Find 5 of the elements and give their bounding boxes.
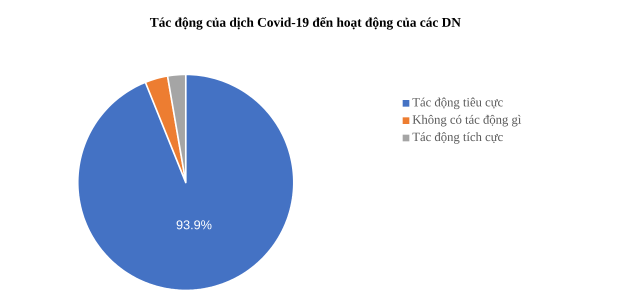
legend-label: Không có tác động gì xyxy=(412,114,522,126)
data-label: 93.9% xyxy=(176,220,212,230)
legend-label: Tác động tích cực xyxy=(412,132,503,144)
chart-title: Tác động của dịch Covid-19 đến hoạt động của các DN xyxy=(150,16,461,30)
legend-label: Tác động tiêu cực xyxy=(412,97,503,109)
